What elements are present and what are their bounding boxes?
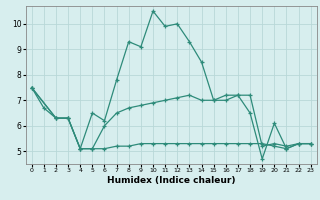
X-axis label: Humidex (Indice chaleur): Humidex (Indice chaleur) <box>107 176 236 185</box>
